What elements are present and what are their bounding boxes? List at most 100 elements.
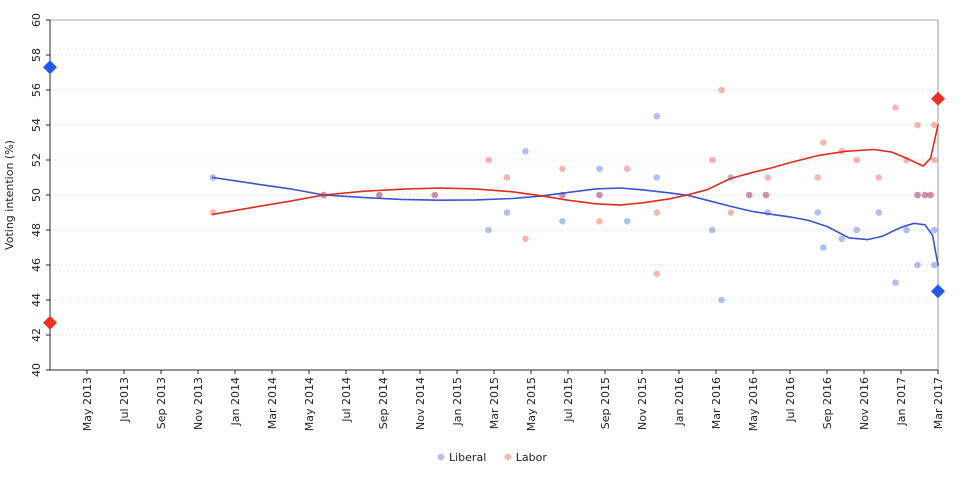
poll-point-liberal	[485, 226, 492, 234]
poll-point-labor	[709, 156, 716, 164]
poll-point-liberal	[903, 226, 910, 234]
poll-point-liberal	[814, 209, 822, 216]
poll-point-liberal	[746, 191, 753, 199]
poll-point-labor	[814, 174, 822, 181]
poll-point-labor	[931, 121, 938, 129]
x-tick-label: May 2016	[747, 377, 760, 431]
legend-swatch-labor	[504, 453, 512, 461]
x-tick-label: Nov 2013	[192, 377, 205, 430]
legend: Liberal Labor	[437, 451, 548, 464]
poll-point-liberal	[623, 217, 631, 225]
y-tick-label: 48	[30, 223, 43, 237]
poll-point-liberal	[820, 244, 827, 251]
y-axis-title: Voting intention (%)	[3, 140, 16, 250]
x-tick-label: Jan 2016	[673, 377, 686, 426]
poll-point-labor	[914, 121, 921, 129]
poll-point-liberal	[718, 296, 725, 304]
poll-point-labor	[914, 191, 921, 199]
legend-item-labor: Labor	[504, 451, 548, 464]
poll-point-liberal	[596, 191, 603, 199]
poll-point-liberal	[838, 235, 846, 243]
x-tick-label: May 2014	[303, 377, 316, 431]
poll-point-labor	[431, 191, 439, 199]
x-tick-label: Jul 2016	[784, 377, 797, 423]
election-diamond-liberal	[43, 60, 57, 75]
x-tick-label: Jul 2015	[562, 377, 575, 423]
x-tick-label: May 2013	[81, 377, 94, 431]
x-tick-label: Mar 2016	[710, 377, 723, 429]
poll-point-labor	[503, 174, 511, 181]
x-tick-label: Mar 2017	[932, 377, 945, 429]
poll-point-labor	[931, 156, 938, 164]
y-tick-label: 44	[30, 293, 43, 307]
poll-point-liberal	[653, 174, 661, 181]
y-tick-label: 58	[30, 48, 43, 62]
y-tick-label: 50	[30, 188, 43, 202]
poll-point-liberal	[853, 226, 860, 234]
election-diamond-labor	[43, 315, 57, 330]
poll-point-labor	[596, 191, 603, 199]
poll-point-labor	[727, 209, 735, 216]
poll-point-liberal	[709, 226, 716, 234]
poll-point-liberal	[921, 191, 929, 199]
poll-point-liberal	[875, 209, 883, 216]
x-tick-label: Jan 2015	[451, 377, 464, 426]
x-tick-label: Mar 2014	[266, 377, 279, 429]
poll-point-liberal	[653, 112, 661, 120]
poll-point-liberal	[931, 226, 938, 234]
legend-label: Liberal	[449, 451, 486, 464]
election-diamond-labor	[931, 91, 945, 106]
x-tick-label: Jan 2014	[229, 377, 242, 426]
election-diamond-liberal	[931, 284, 945, 299]
poll-point-labor	[623, 165, 631, 173]
poll-point-labor	[596, 217, 603, 225]
poll-point-labor	[718, 86, 725, 94]
poll-point-liberal	[503, 209, 511, 216]
poll-point-labor	[559, 165, 566, 173]
poll-point-liberal	[762, 191, 770, 199]
poll-point-liberal	[927, 191, 934, 199]
x-tick-label: Nov 2015	[636, 377, 649, 430]
y-tick-label: 42	[30, 328, 43, 342]
poll-points-labor	[209, 86, 938, 278]
x-tick-label: Sep 2015	[599, 377, 612, 429]
axes: 40 42 44 46 48 50 52 54 56 58 60 May 2013 Jul 2013 Se…	[3, 13, 945, 431]
poll-point-labor	[764, 174, 772, 181]
poll-point-labor	[376, 191, 383, 199]
election-markers-labor	[43, 91, 945, 330]
legend-label: Labor	[516, 451, 548, 464]
x-tick-label: Sep 2013	[155, 377, 168, 429]
gridlines	[50, 19, 939, 370]
poll-point-liberal	[559, 217, 566, 225]
poll-point-labor	[875, 174, 883, 181]
poll-point-liberal	[892, 279, 899, 286]
poll-point-labor	[853, 156, 860, 164]
y-tick-label: 46	[30, 258, 43, 272]
y-tick-label: 40	[30, 363, 43, 377]
poll-points-liberal	[209, 112, 938, 304]
x-tick-label: Sep 2016	[821, 377, 834, 429]
x-tick-label: Mar 2015	[488, 377, 501, 429]
poll-point-liberal	[914, 191, 921, 199]
poll-point-labor	[921, 191, 929, 199]
x-tick-label: Nov 2016	[858, 377, 871, 430]
poll-point-liberal	[914, 261, 921, 269]
poll-point-labor	[892, 104, 899, 111]
x-tick-label: Jul 2014	[340, 377, 353, 423]
poll-point-labor	[762, 191, 770, 199]
x-tick-label: Jan 2017	[895, 377, 908, 426]
poll-point-liberal	[376, 191, 383, 199]
poll-point-liberal	[431, 191, 439, 199]
x-tick-label: Sep 2014	[377, 377, 390, 429]
poll-point-labor	[653, 270, 661, 278]
x-tick-label: Jul 2013	[118, 377, 131, 423]
poll-point-labor	[653, 209, 661, 216]
poll-point-liberal	[596, 165, 603, 173]
legend-swatch-liberal	[437, 453, 445, 461]
poll-point-labor	[927, 191, 934, 199]
x-tick-label: May 2015	[525, 377, 538, 431]
poll-point-labor	[820, 139, 827, 146]
x-tick-label: Nov 2014	[414, 377, 427, 430]
legend-item-liberal: Liberal	[437, 451, 486, 464]
